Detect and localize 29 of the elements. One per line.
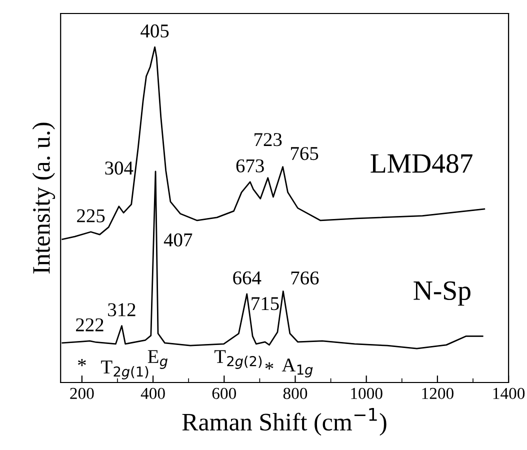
annotation: 407 <box>164 233 192 246</box>
annotation: T$_{2g(1)}$ <box>101 360 148 380</box>
annotation: 673 <box>236 159 264 172</box>
annotation: 405 <box>140 24 169 38</box>
x-tick-label: 1000 <box>351 388 382 400</box>
x-tick-label: 400 <box>140 388 165 400</box>
x-tick-label: 1400 <box>493 388 525 400</box>
series-label: N-Sp <box>414 281 470 306</box>
y-axis-title: Intensity (a. u.) <box>32 122 56 274</box>
x-axis-title: Raman Shift (cm$^{−1}$) <box>182 408 386 436</box>
x-tick-label: 1200 <box>422 388 454 400</box>
annotation: 222 <box>76 318 104 332</box>
x-tick-label: 600 <box>212 388 236 400</box>
annotation: T$_{2g(2)}$ <box>214 350 262 369</box>
annotation: * <box>265 362 274 370</box>
x-tick-label: 200 <box>70 388 94 400</box>
annotation: 225 <box>77 209 105 222</box>
annotation: 715 <box>252 297 279 310</box>
series-label: LMD487 <box>370 154 472 173</box>
annotation: 766 <box>291 271 319 285</box>
annotation: 312 <box>108 303 136 316</box>
annotation: 304 <box>105 162 134 175</box>
annotation: * <box>78 359 86 366</box>
annotation: E$_{g}$ <box>148 350 168 369</box>
x-tick-label: 800 <box>283 388 308 400</box>
annotation: 765 <box>291 147 318 160</box>
annotation: A$_{1g}$ <box>282 358 313 378</box>
annotation: 723 <box>254 133 282 146</box>
annotation: 664 <box>233 271 262 284</box>
